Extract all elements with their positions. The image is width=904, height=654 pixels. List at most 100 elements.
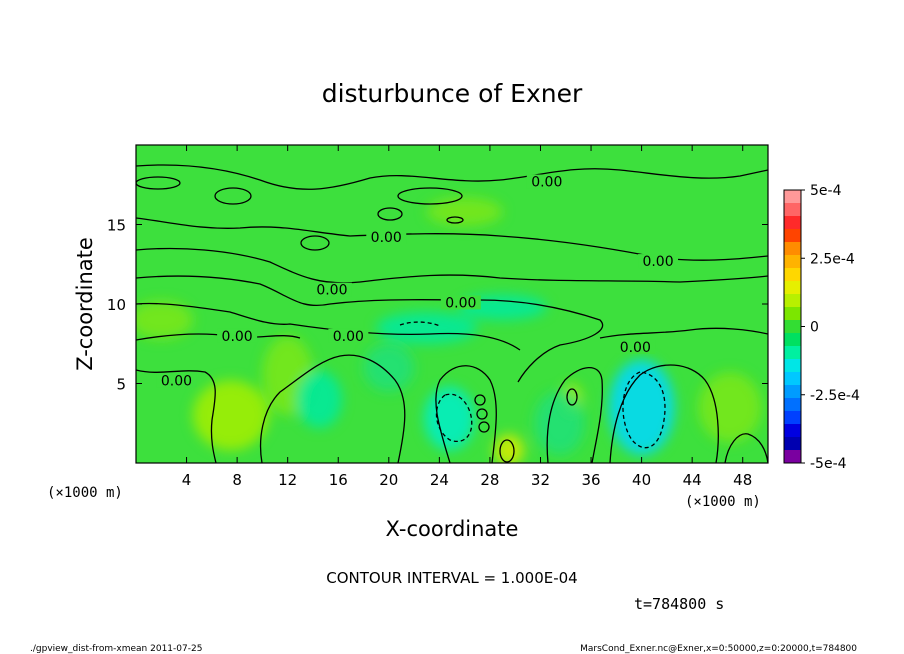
contour-label-background [440, 295, 481, 310]
colorbar-label: -2.5e-4 [810, 388, 860, 404]
contour-label: 0.00 [222, 329, 253, 345]
colorbar-swatch [784, 216, 801, 230]
colorbar-swatch [784, 307, 801, 321]
contour-line [136, 369, 217, 463]
field-region [192, 380, 269, 451]
colorbar-swatch [784, 268, 801, 282]
contour-label: 0.00 [333, 329, 364, 345]
colorbar-swatch [784, 450, 801, 464]
x-tick-label: 32 [531, 471, 550, 489]
y-tick-label: 5 [116, 376, 126, 394]
contour-line [435, 365, 497, 463]
contour-line-dashed [399, 321, 441, 327]
y-axis-label: Z-coordinate [73, 237, 97, 371]
contour-label: 0.00 [620, 340, 651, 356]
contour-line [599, 327, 768, 339]
contour-label-background [217, 328, 258, 343]
colorbar-swatch [784, 372, 801, 386]
x-tick-label: 44 [683, 471, 702, 489]
y-tick-label: 15 [107, 217, 126, 235]
field-region [426, 197, 503, 227]
x-tick-label: 40 [632, 471, 651, 489]
colorbar-swatch [784, 281, 801, 295]
colorbar: 5e-4 2.5e-4 0 -2.5e-4 -5e-4 [783, 183, 860, 472]
contour-label-background [328, 328, 369, 343]
colorbar-label: 5e-4 [810, 183, 842, 199]
contour-loop [136, 176, 181, 190]
contour-label-background [366, 230, 407, 245]
contour-label: 0.00 [445, 295, 476, 311]
time-label: t=784800 s [634, 595, 724, 613]
chart-title: disturbunce of Exner [322, 79, 583, 108]
colorbar-swatch [784, 294, 801, 308]
field-region [424, 386, 475, 451]
colorbar-label: -5e-4 [810, 456, 847, 472]
field-region [698, 372, 762, 443]
colorbar-swatch [784, 411, 801, 425]
contour-label-background [311, 282, 352, 297]
contour-loop [397, 187, 463, 205]
contour-label-background [638, 254, 679, 269]
contour-loop [499, 439, 515, 463]
x-tick-label: 48 [733, 471, 752, 489]
x-tick-label: 24 [430, 471, 449, 489]
footer-data-source: MarsCond_Exner.nc@Exner,x=0:50000,z=0:20… [580, 644, 857, 654]
x-tick-label: 16 [329, 471, 348, 489]
colorbar-label: 2.5e-4 [810, 251, 855, 267]
contour-loop [446, 216, 464, 224]
colorbar-swatch [784, 398, 801, 412]
x-axis-label: X-coordinate [386, 517, 519, 541]
contour-loop [476, 408, 488, 420]
colorbar-swatch [784, 203, 801, 217]
x-tick-label: 4 [182, 471, 192, 489]
colorbar-swatch [784, 385, 801, 399]
contour-labels: 0.00 0.00 0.00 0.00 0.00 0.00 0.00 0.00 0.00 [156, 174, 679, 389]
colorbar-swatch [784, 242, 801, 256]
x-tick-label: 20 [379, 471, 398, 489]
contour-label-background [615, 339, 656, 354]
x-axis-unit-right: (×1000 m) [685, 494, 761, 510]
field-region [136, 300, 193, 339]
contour-line-dashed [435, 393, 473, 442]
colorbar-swatch [784, 437, 801, 451]
colorbar-swatch [784, 255, 801, 269]
field-region [363, 343, 415, 392]
contour-line [136, 247, 768, 284]
y-tick-label: 10 [107, 296, 126, 314]
footer-script-label: ./gpview_dist-from-xmean 2011-07-25 [30, 644, 202, 654]
colorbar-swatch [784, 320, 801, 334]
contour-loop [377, 207, 403, 221]
contour-interval-note: CONTOUR INTERVAL = 1.000E-04 [326, 569, 577, 587]
contour-line [724, 433, 768, 463]
contour-label: 0.00 [161, 373, 192, 389]
colorbar-swatch [784, 229, 801, 243]
field-region [608, 359, 675, 456]
x-axis-unit-left: (×1000 m) [47, 485, 123, 501]
colorbar-swatch [784, 190, 801, 204]
contour-label: 0.00 [371, 230, 402, 246]
contour-label: 0.00 [316, 283, 347, 299]
field-shading [136, 197, 762, 463]
colorbar-label: 0 [810, 320, 819, 336]
contour-loop [478, 421, 490, 433]
contour-line [546, 366, 603, 463]
contour-loop [300, 235, 330, 251]
field-region [296, 370, 343, 429]
x-tick-label: 12 [278, 471, 297, 489]
contour-loop [474, 394, 486, 406]
contour-label-background [526, 174, 567, 189]
contour-line [136, 164, 768, 190]
contour-label-background [156, 373, 197, 388]
contour-loop [566, 388, 578, 406]
colorbar-swatch [784, 359, 801, 373]
contour-line [136, 302, 521, 351]
contour-line [259, 354, 406, 463]
colorbar-swatch [784, 346, 801, 360]
x-tick-label: 36 [581, 471, 600, 489]
field-region [534, 391, 585, 456]
field-region [376, 311, 478, 344]
contour-label: 0.00 [531, 175, 562, 191]
